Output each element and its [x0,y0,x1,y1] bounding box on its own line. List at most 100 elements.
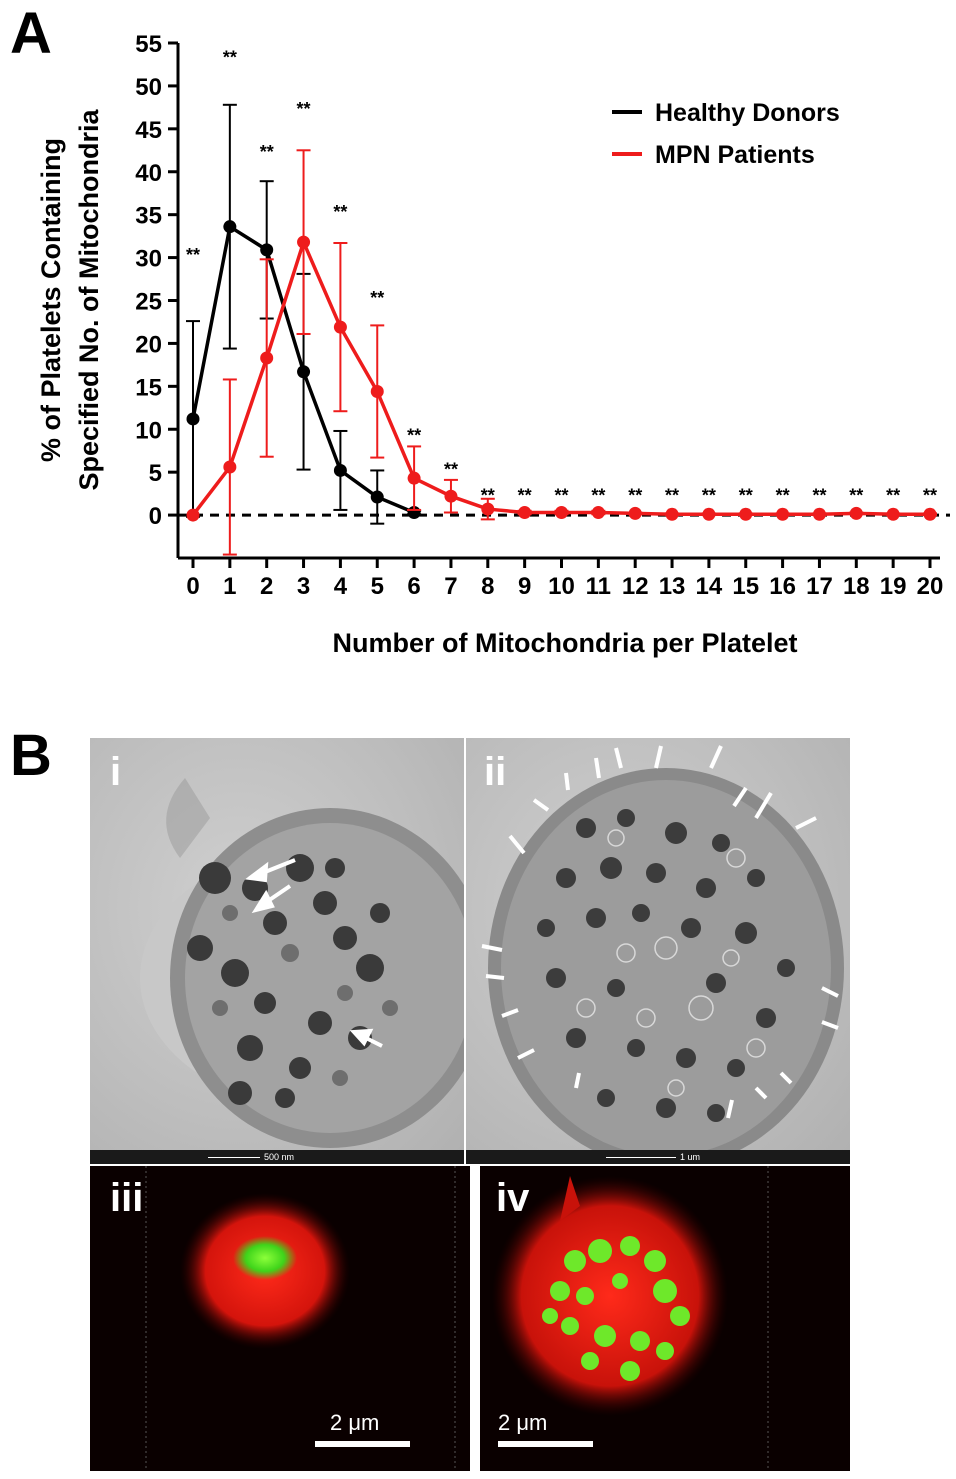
y-tick-label: 10 [135,417,162,444]
significance-marker: ** [333,202,347,222]
significance-marker: ** [923,485,937,505]
scale-label-i: 500 nm [264,1152,295,1162]
data-point [665,507,679,521]
x-tick-label: 9 [518,573,531,600]
data-point [333,463,347,477]
significance-marker: ** [407,425,421,445]
significance-marker: ** [849,485,863,505]
data-point [297,365,311,379]
data-point [407,471,421,485]
x-tick-label: 7 [444,573,457,600]
significance-marker: ** [370,288,384,308]
x-tick-label: 2 [260,573,273,600]
x-tick-label: 4 [334,573,348,600]
data-point [739,507,753,521]
x-tick-label: 14 [696,573,723,600]
x-tick-label: 19 [880,573,907,600]
y-tick-label: 20 [135,331,162,358]
significance-marker: ** [702,485,716,505]
significance-marker: ** [739,485,753,505]
panel-label-iii: iii [110,1176,144,1220]
data-point [186,412,200,426]
legend: Healthy Donors MPN Patients [612,99,840,169]
significance-marker: ** [297,99,311,119]
y-tick-label: 55 [135,31,162,58]
x-tick-label: 10 [548,573,575,600]
legend-label-mpn: MPN Patients [655,141,815,169]
significance-marker: ** [518,485,532,505]
y-tick-label: 45 [135,117,162,144]
x-tick-label: 17 [806,573,833,600]
data-point [223,460,237,474]
x-tick-label: 12 [622,573,649,600]
confocal-platelet-iv [492,1166,769,1471]
data-point [702,507,716,521]
micrograph-iv: 2 μm iv [480,1166,850,1471]
x-tick-label: 8 [481,573,494,600]
scale-bar-i [208,1157,260,1158]
data-point [776,507,790,521]
tem-platelet-ii [481,745,844,1164]
scale-label-ii: 1 um [680,1152,701,1162]
data-point [481,502,495,516]
panel-label-i: i [110,750,122,794]
data-point [886,507,900,521]
data-point [628,506,642,520]
data-point [370,384,384,398]
scale-label-iv: 2 μm [498,1410,548,1435]
y-tick-label: 35 [135,203,162,230]
data-point [260,351,274,365]
x-tick-label: 16 [769,573,796,600]
significance-marker: ** [628,485,642,505]
y-tick-label: 0 [149,503,162,530]
x-tick-label: 18 [843,573,870,600]
x-tick-label: 15 [732,573,759,600]
data-point [591,506,605,520]
panel-a-letter: A [10,1,52,66]
x-tick-label: 5 [371,573,384,600]
x-axis-label: Number of Mitochondria per Platelet [332,628,797,658]
significance-marker: ** [186,245,200,265]
significance-marker: ** [591,485,605,505]
tem-scale-strip-i [90,1150,464,1164]
data-point [923,507,937,521]
significance-marker: ** [444,460,458,480]
series-healthy-donors [186,103,422,525]
chart-annotations: ** ** ** ** ** ** ** ** ** ** ** ** ** ** ** ** ** ** ** **… [186,48,937,506]
scale-bar-iv [498,1441,593,1447]
panel-label-iv: iv [496,1176,530,1220]
panel-label-ii: ii [484,750,507,794]
scale-label-iii: 2 μm [330,1410,380,1435]
significance-marker: ** [886,485,900,505]
x-tick-label: 3 [297,573,310,600]
significance-marker: ** [223,48,237,68]
data-point [812,507,826,521]
significance-marker: ** [776,485,790,505]
data-point [297,235,311,249]
x-tick-label: 20 [917,573,944,600]
y-axis-label-line2: Specified No. of Mitochondria [74,109,104,491]
scale-bar-ii [606,1157,676,1158]
data-point [223,220,237,234]
x-tick-label: 11 [586,573,611,600]
y-tick-label: 40 [135,160,162,187]
micrograph-iii: 2 μm iii [90,1166,470,1471]
y-tick-label: 25 [135,289,162,316]
y-tick-label: 5 [149,460,162,487]
panel-b-letter: B [10,723,52,788]
y-tick-label: 15 [135,374,162,401]
micrograph-ii: 1 um ii [466,738,850,1164]
x-tick-label: 0 [186,573,199,600]
series-mpn-patients [186,149,937,556]
tem-platelet-i [140,778,464,1148]
data-point [555,506,568,520]
data-point [444,489,458,503]
confocal-platelet-iii [145,1166,456,1471]
significance-marker: ** [665,485,679,505]
x-tick-label: 6 [407,573,420,600]
scale-bar-iii [315,1441,410,1447]
chart-series [186,103,937,556]
legend-label-healthy: Healthy Donors [655,99,840,127]
y-tick-label: 50 [135,74,162,101]
